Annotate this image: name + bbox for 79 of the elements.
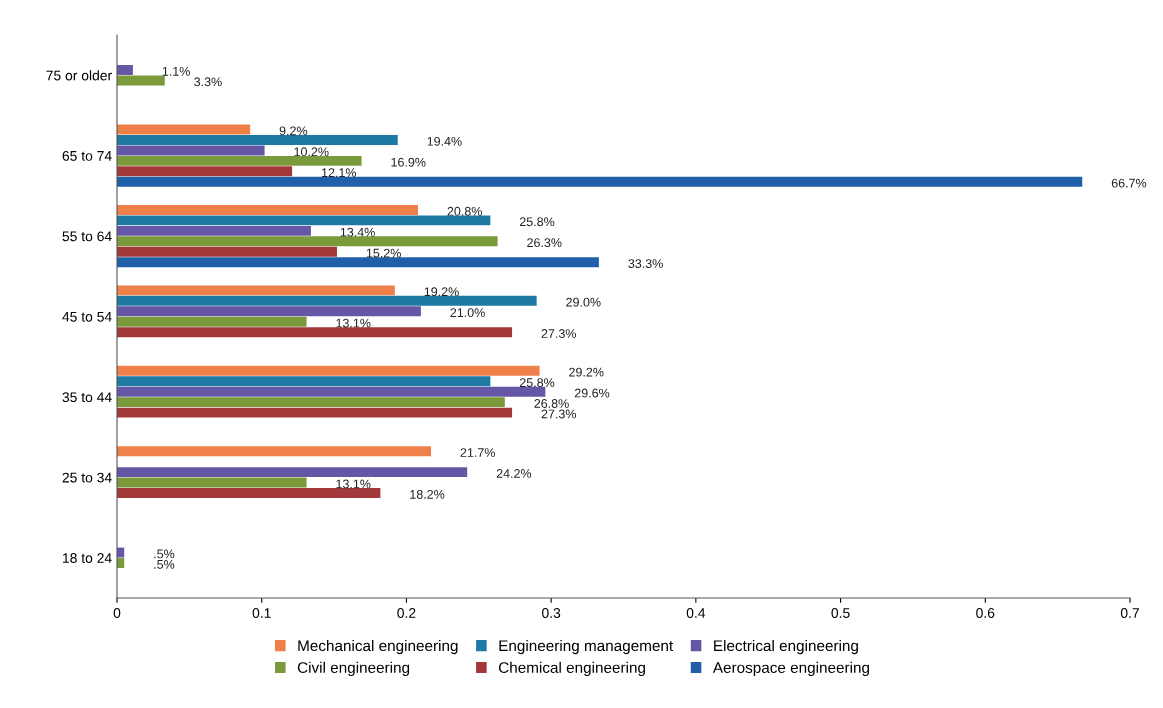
bar: [117, 397, 505, 408]
data-label: 27.3%: [541, 329, 577, 338]
data-label: 1.1%: [162, 66, 190, 76]
bar: [117, 407, 513, 418]
bar: [117, 124, 251, 135]
data-label: 18.2%: [410, 489, 445, 499]
bar: [117, 246, 337, 257]
data-label: 25.8%: [519, 217, 555, 227]
legend-label: Engineering management: [499, 639, 674, 655]
data-label: 3.3%: [194, 77, 222, 87]
x-tick-label: 0.6: [976, 608, 995, 618]
bar: [117, 285, 395, 296]
bar: [117, 376, 491, 387]
x-tick-label: 0.2: [397, 608, 416, 618]
data-label: 13.1%: [336, 318, 371, 328]
bar: [117, 446, 432, 457]
bar: [117, 75, 165, 86]
y-tick-label: 45 to 54: [62, 311, 112, 322]
data-label: 33.3%: [628, 259, 663, 268]
data-label: 24.2%: [496, 469, 532, 478]
data-label: 21.0%: [450, 308, 485, 318]
bar: [117, 488, 381, 499]
data-label: 29.0%: [566, 297, 601, 307]
data-label: 26.3%: [527, 238, 562, 248]
data-label: 12.1%: [322, 168, 357, 178]
bar: [117, 215, 491, 226]
legend-label: Chemical engineering: [498, 661, 645, 677]
bar: [117, 225, 311, 236]
x-tick-label: 0.5: [831, 608, 850, 618]
data-label: 16.9%: [391, 157, 426, 167]
bar: [117, 386, 546, 397]
bar: [117, 257, 599, 268]
data-label: 26.8%: [534, 399, 569, 408]
bar: [117, 365, 540, 376]
x-tick-label: 0: [113, 608, 121, 618]
y-tick-label: 55 to 64: [62, 231, 112, 242]
data-label: 25.8%: [519, 378, 555, 388]
data-label: 27.3%: [541, 409, 577, 419]
bar: [117, 477, 307, 488]
legend-label: Aerospace engineering: [712, 661, 870, 677]
bar: [117, 327, 513, 338]
data-label: 66.7%: [1111, 178, 1147, 188]
y-tick-label: 75 or older: [46, 70, 112, 81]
legend-label: Electrical engineering: [714, 639, 858, 655]
y-tick-label: 25 to 34: [62, 472, 112, 483]
legend-label: Mechanical engineering: [298, 639, 458, 655]
y-tick-label: 65 to 74: [62, 150, 112, 161]
data-label: 29.2%: [569, 367, 604, 377]
x-tick-label: 0.4: [686, 608, 706, 618]
bar: [117, 316, 307, 327]
bar: [117, 166, 293, 177]
bar: [117, 467, 468, 478]
bar: [117, 155, 362, 166]
data-label: 9.2%: [279, 126, 308, 136]
bar: [117, 176, 1083, 187]
data-label: 21.7%: [460, 448, 495, 457]
x-tick-label: 0.7: [1120, 608, 1139, 618]
y-tick-label: 18 to 24: [63, 553, 112, 563]
bar: [117, 295, 537, 306]
bar: [117, 236, 498, 247]
data-label: 13.4%: [340, 227, 375, 237]
data-label: 20.8%: [447, 206, 482, 216]
legend-label: Civil engineering: [297, 661, 410, 677]
data-label: 10.2%: [294, 147, 329, 157]
data-label: .5%: [154, 559, 175, 569]
bar: [117, 134, 398, 145]
bar: [117, 204, 419, 215]
data-label: 29.6%: [574, 388, 610, 398]
data-label: .5%: [154, 549, 175, 559]
bar: [117, 145, 265, 156]
y-tick-label: 35 to 44: [62, 392, 112, 403]
x-tick-label: 0.3: [542, 608, 561, 618]
data-label: 19.2%: [424, 287, 459, 297]
data-label: 15.2%: [366, 248, 401, 258]
data-label: 19.4%: [427, 136, 462, 146]
x-tick-label: 0.1: [252, 608, 271, 618]
bar: [117, 306, 421, 317]
data-label: 13.1%: [336, 479, 371, 489]
bar: [117, 65, 133, 75]
